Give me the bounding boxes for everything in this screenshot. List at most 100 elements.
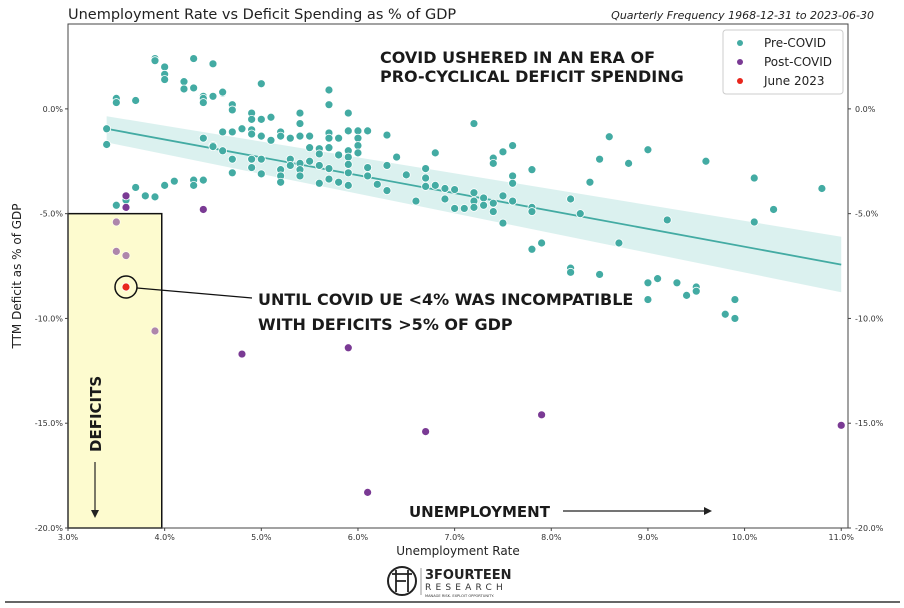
- pre-covid-point: [643, 278, 653, 288]
- x-tick-label: 3.0%: [58, 533, 79, 542]
- pre-covid-point: [469, 188, 479, 198]
- pre-covid-point: [508, 178, 518, 188]
- y-tick-label-left: -5.0%: [40, 210, 64, 219]
- deficits-arrow-head-icon: [91, 510, 99, 518]
- pre-covid-point: [314, 149, 324, 159]
- pre-covid-point: [498, 218, 508, 228]
- post-covid-point: [111, 246, 121, 256]
- pre-covid-point: [440, 184, 450, 193]
- post-covid-point: [363, 487, 373, 497]
- pre-covid-point: [237, 124, 247, 134]
- pre-covid-point: [150, 192, 160, 202]
- pre-covid-point: [382, 186, 392, 196]
- x-tick-label: 8.0%: [541, 533, 562, 542]
- pre-covid-point: [102, 140, 112, 149]
- pre-covid-point: [749, 173, 759, 183]
- pre-covid-point: [131, 96, 141, 105]
- pre-covid-point: [508, 141, 518, 150]
- pre-covid-point: [305, 156, 315, 166]
- pre-covid-point: [285, 133, 295, 143]
- pre-covid-point: [430, 148, 440, 158]
- pre-covid-point: [450, 185, 460, 194]
- legend-marker-post-covid: [737, 59, 743, 65]
- annotation-until-line2: WITH DEFICITS >5% OF GDP: [258, 315, 513, 334]
- pre-covid-point: [440, 194, 450, 204]
- pre-covid-point: [450, 204, 460, 213]
- pre-covid-point: [392, 152, 402, 162]
- pre-covid-point: [585, 177, 595, 187]
- pre-covid-point: [382, 130, 392, 140]
- pre-covid-point: [324, 85, 334, 95]
- chart-title: Unemployment Rate vs Deficit Spending as…: [68, 7, 456, 23]
- pre-covid-point: [343, 108, 353, 118]
- pre-covid-point: [334, 177, 344, 187]
- pre-covid-point: [150, 56, 160, 66]
- pre-covid-point: [256, 114, 266, 124]
- pre-covid-point: [691, 286, 701, 296]
- logo-mark-icon: [387, 566, 417, 596]
- pre-covid-point: [527, 165, 537, 175]
- annotation-pointer-line: [136, 287, 253, 299]
- pre-covid-point: [179, 84, 189, 94]
- annotation-unemployment: UNEMPLOYMENT: [409, 503, 551, 521]
- y-axis-label: TTM Deficit as % of GDP: [10, 203, 24, 349]
- x-tick-label: 10.0%: [732, 533, 758, 542]
- pre-covid-point: [324, 143, 334, 153]
- y-tick-label-left: 0.0%: [43, 105, 64, 114]
- pre-covid-point: [305, 131, 315, 141]
- pre-covid-point: [469, 202, 479, 212]
- pre-covid-point: [295, 131, 305, 141]
- pre-covid-point: [353, 148, 363, 158]
- post-covid-point: [121, 251, 131, 260]
- pre-covid-point: [537, 238, 547, 248]
- pre-covid-point: [102, 124, 112, 134]
- pre-covid-point: [488, 198, 498, 208]
- pre-covid-point: [343, 180, 353, 190]
- pre-covid-point: [769, 205, 778, 214]
- pre-covid-point: [730, 314, 740, 323]
- pre-covid-point: [247, 129, 257, 139]
- pre-covid-point: [421, 182, 431, 191]
- post-covid-point: [237, 349, 247, 359]
- pre-covid-point: [411, 196, 421, 206]
- post-covid-point: [537, 410, 547, 420]
- june-2023-highlight-ring: [114, 275, 138, 299]
- annotation-covid-line1: COVID USHERED IN AN ERA OF: [380, 48, 655, 67]
- pre-covid-point: [314, 161, 324, 170]
- highlight-box: [67, 212, 163, 529]
- y-tick-label-left: -20.0%: [35, 524, 64, 533]
- post-covid-point: [121, 202, 131, 212]
- pre-covid-point: [189, 180, 199, 190]
- pre-covid-point: [604, 132, 614, 142]
- pre-covid-point: [324, 164, 334, 173]
- pre-covid-point: [218, 146, 228, 156]
- y-tick-label-right: -20.0%: [855, 524, 884, 533]
- pre-covid-point: [672, 278, 682, 288]
- unemployment-arrow-head-icon: [704, 507, 712, 515]
- y-tick-label-right: -5.0%: [855, 210, 879, 219]
- annotation-until-line1: UNTIL COVID UE <4% WAS INCOMPATIBLE: [258, 290, 633, 309]
- pre-covid-point: [140, 191, 150, 201]
- pre-covid-point: [256, 131, 266, 141]
- pre-covid-point: [227, 127, 237, 137]
- pre-covid-point: [160, 180, 170, 190]
- pre-covid-point: [401, 170, 411, 180]
- pre-covid-point: [421, 173, 431, 183]
- pre-covid-point: [295, 119, 305, 128]
- pre-covid-point: [266, 135, 276, 145]
- pre-covid-point: [682, 290, 691, 300]
- pre-covid-point: [247, 114, 257, 124]
- y-tick-label-left: -15.0%: [35, 419, 64, 428]
- pre-covid-point: [160, 75, 170, 84]
- pre-covid-point: [179, 77, 189, 87]
- pre-covid-point: [363, 163, 373, 172]
- pre-covid-point: [730, 295, 740, 304]
- y-tick-label-right: 0.0%: [855, 105, 876, 114]
- pre-covid-point: [208, 142, 218, 151]
- legend-marker-june-2023: [737, 78, 743, 84]
- pre-covid-point: [305, 143, 315, 153]
- pre-covid-point: [256, 154, 266, 164]
- pre-covid-point: [247, 163, 257, 172]
- logo: 3FOURTEEN RESEARCH MANAGE RISK. EXPLOIT …: [387, 566, 511, 598]
